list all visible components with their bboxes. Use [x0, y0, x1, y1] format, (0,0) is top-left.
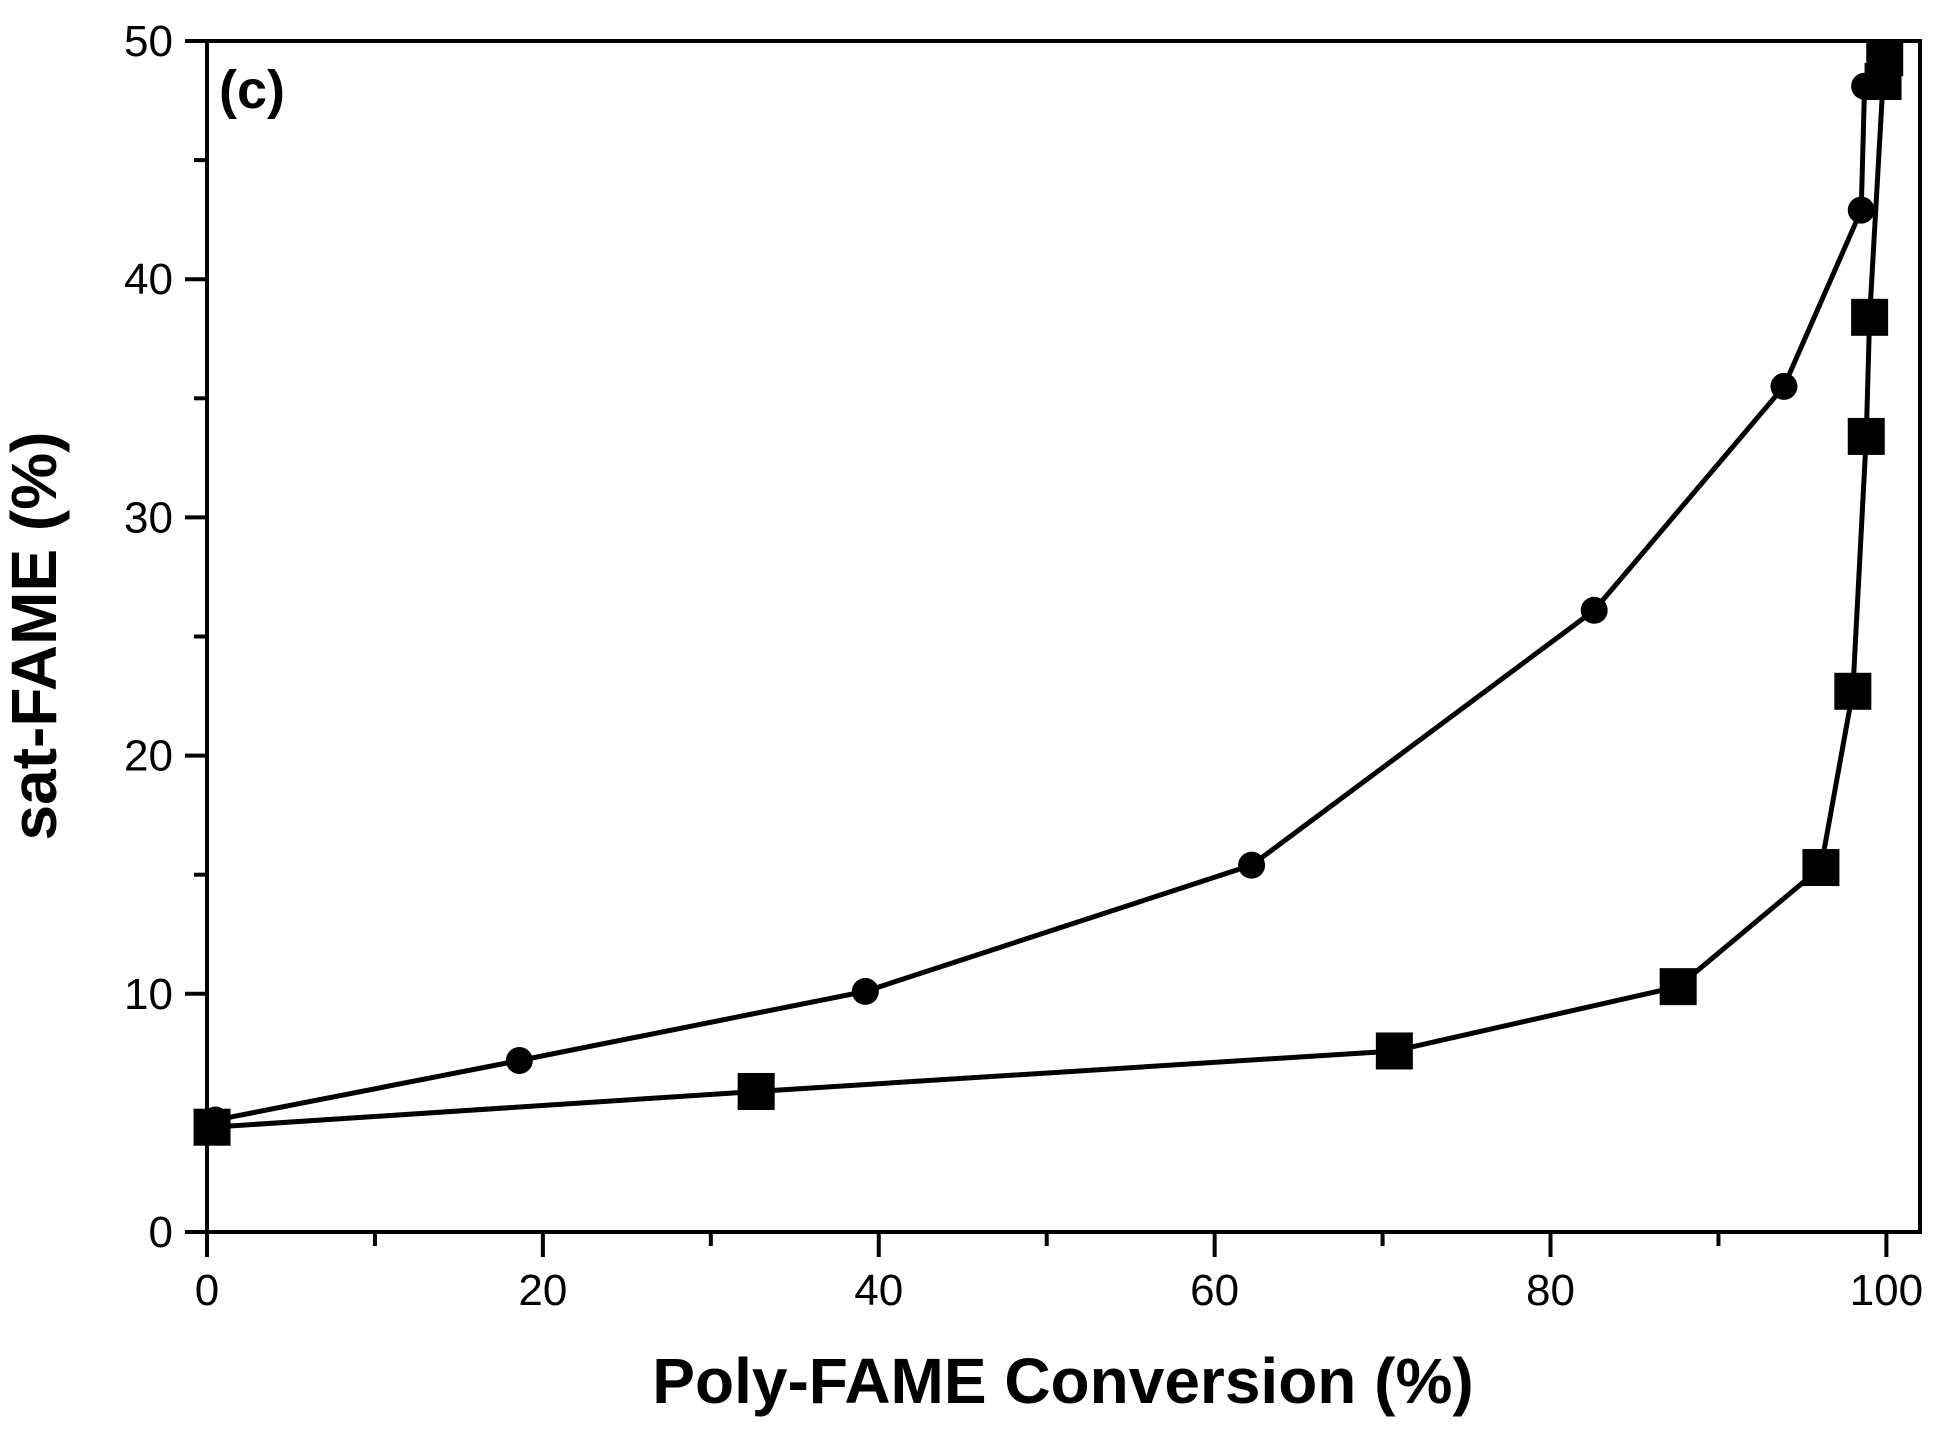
circle-series-marker [851, 977, 879, 1005]
square-series-marker [193, 1108, 231, 1146]
circle-series-marker [1770, 372, 1798, 400]
square-series-marker [1375, 1032, 1413, 1070]
y-tick-label: 20 [124, 732, 173, 781]
x-tick-label: 40 [854, 1266, 903, 1315]
y-tick-label: 40 [124, 255, 173, 304]
circle-series-marker [1580, 596, 1608, 624]
circle-series-marker [505, 1046, 533, 1074]
circle-series-marker [1847, 196, 1875, 224]
y-tick-label: 0 [149, 1208, 173, 1257]
square-series-line [211, 57, 1888, 1130]
circle-series-marker [1238, 851, 1266, 879]
plot-frame [205, 39, 1922, 1234]
x-tick-label: 0 [195, 1266, 219, 1315]
y-axis-title: sat-FAME (%) [0, 432, 70, 841]
square-series-marker [1834, 672, 1872, 710]
axes-layer: 0 20 40 60 80 100 0 10 20 30 40 50 [124, 17, 1923, 1315]
square-series-marker [1851, 298, 1889, 336]
square-series-marker [1866, 39, 1904, 77]
panel-label: (c) [219, 60, 285, 120]
square-series-marker [737, 1072, 775, 1110]
y-tick-label: 10 [124, 970, 173, 1019]
series-layer [193, 39, 1904, 1146]
circle-series-line [214, 86, 1868, 1123]
y-tick-label: 30 [124, 493, 173, 542]
y-tick-label: 50 [124, 17, 173, 66]
x-axis-title: Poly-FAME Conversion (%) [652, 1345, 1473, 1417]
square-series-marker [1659, 968, 1697, 1006]
square-series-marker [1802, 849, 1840, 887]
x-tick-label: 100 [1850, 1266, 1923, 1315]
x-tick-label: 20 [518, 1266, 567, 1315]
x-tick-label: 80 [1526, 1266, 1575, 1315]
square-series-marker [1847, 417, 1885, 455]
x-tick-label: 60 [1190, 1266, 1239, 1315]
